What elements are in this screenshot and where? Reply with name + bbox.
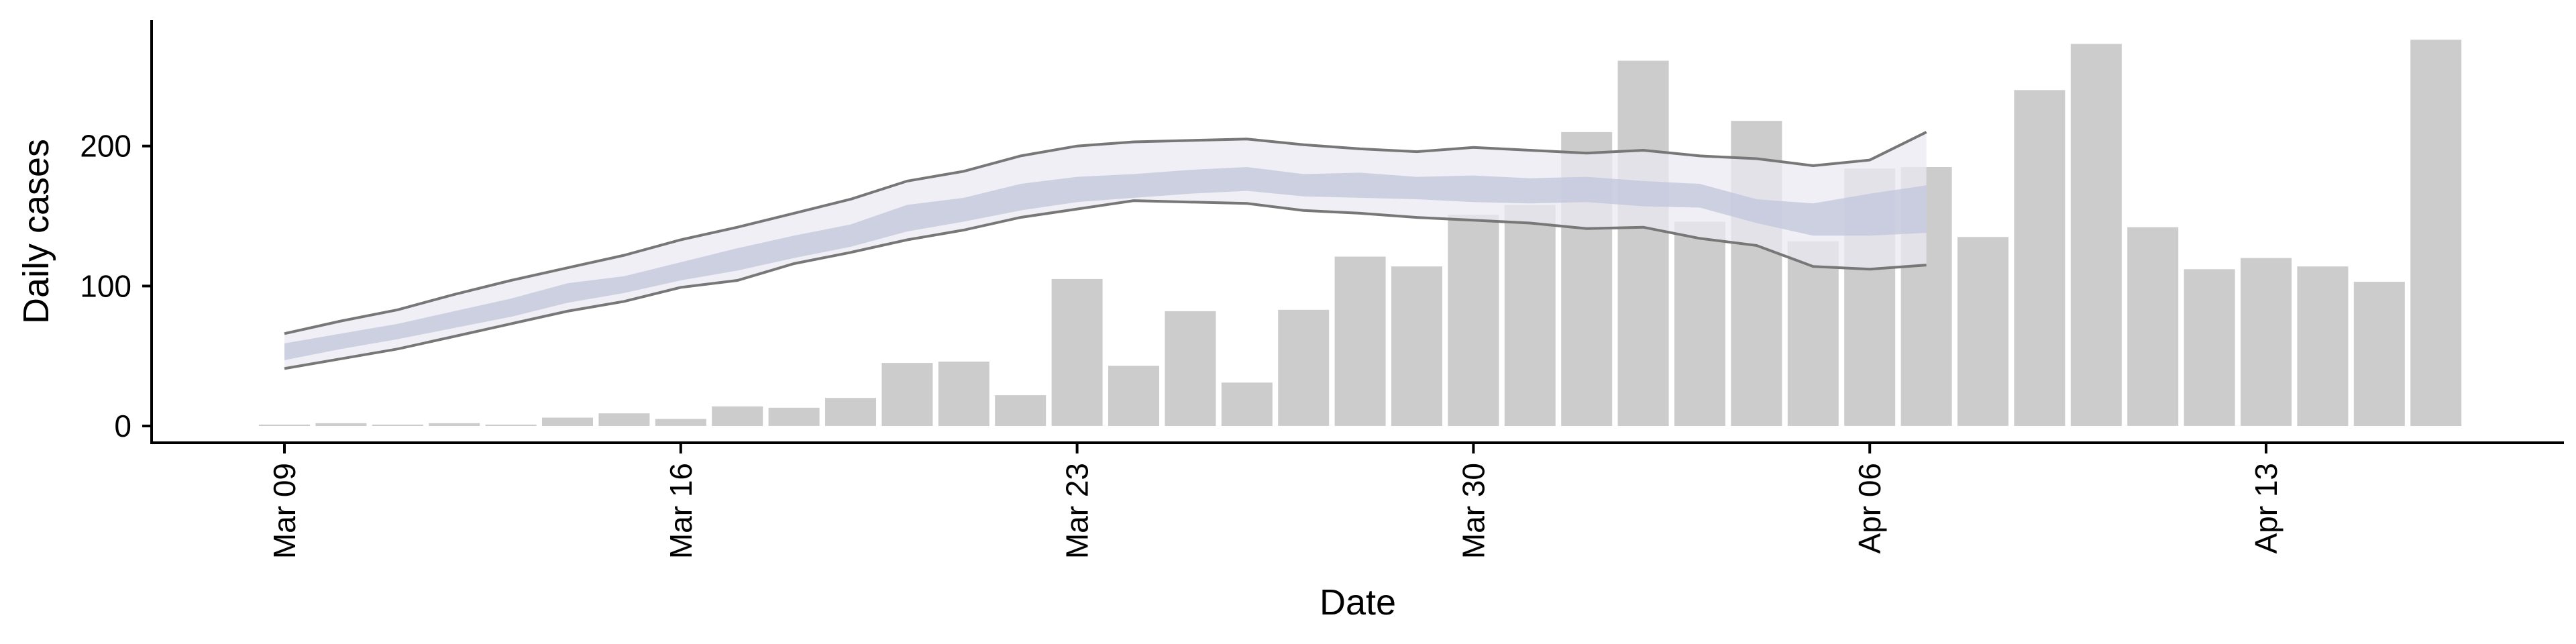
bar [1674, 221, 1725, 426]
bar [485, 424, 537, 426]
bar [2070, 44, 2122, 426]
axes [150, 20, 2564, 444]
bar [2184, 269, 2235, 426]
x-tick-label: Mar 23 [1060, 463, 1095, 559]
bar [2297, 266, 2349, 426]
x-tick-label: Apr 13 [2249, 463, 2284, 554]
y-tick-label: 100 [80, 268, 131, 303]
bar [712, 406, 763, 426]
y-tick-label: 0 [114, 409, 131, 443]
x-tick-label: Mar 09 [267, 463, 302, 559]
bar [1221, 382, 1273, 426]
bar [1051, 278, 1103, 426]
bar [2127, 227, 2179, 426]
bar [315, 423, 367, 426]
bar [1108, 366, 1159, 426]
bars-layer [259, 40, 2462, 427]
projection-band [284, 131, 1927, 370]
bar [542, 417, 593, 426]
bar [825, 398, 876, 426]
bar [1504, 205, 1556, 426]
bar [2410, 40, 2462, 426]
bar [1448, 215, 1499, 426]
bar [655, 419, 706, 426]
bar [2014, 90, 2065, 427]
bar [1334, 256, 1386, 426]
bar [1278, 309, 1330, 426]
bar [429, 423, 480, 426]
bar [881, 363, 933, 426]
x-axis-title: Date [1320, 582, 1396, 623]
bar [938, 362, 989, 426]
x-ticks: Mar 09 Mar 16 Mar 23 Mar 30 Apr 06 Apr 13 [267, 443, 2284, 559]
bar [1787, 241, 1839, 426]
y-tick-label: 200 [80, 129, 131, 164]
bar [995, 395, 1046, 426]
bar [598, 413, 650, 426]
x-tick-label: Apr 06 [1852, 463, 1887, 554]
y-ticks: 0 100 200 [80, 129, 152, 443]
bar [1165, 311, 1216, 426]
bar [1957, 237, 2008, 426]
bar [372, 424, 423, 426]
bar [1617, 60, 1669, 426]
x-tick-label: Mar 30 [1456, 463, 1491, 559]
bar [2241, 258, 2292, 426]
y-axis-title: Daily cases [16, 139, 56, 324]
upper-bound-line [284, 131, 1927, 335]
bar [1391, 266, 1442, 426]
x-tick-label: Mar 16 [663, 463, 698, 559]
bar [259, 424, 310, 426]
lower-bound-line [284, 199, 1927, 370]
bar [2353, 282, 2405, 426]
bar [768, 407, 820, 426]
